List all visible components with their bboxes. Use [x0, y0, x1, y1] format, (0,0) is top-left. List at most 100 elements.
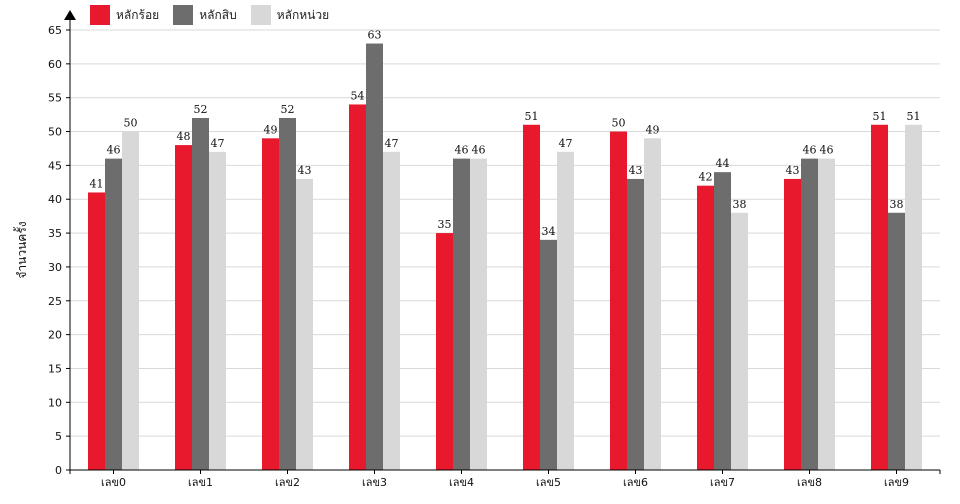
bar[interactable]: [523, 124, 540, 471]
data-label: 41: [90, 177, 104, 190]
data-label: 38: [733, 198, 747, 211]
y-tick-label: 60: [48, 58, 62, 71]
bar[interactable]: [610, 131, 627, 471]
data-label: 43: [298, 164, 312, 177]
data-label: 43: [629, 164, 643, 177]
data-label: 48: [177, 130, 191, 143]
data-label: 34: [542, 225, 556, 238]
data-label: 63: [368, 29, 382, 42]
y-axis-arrow-icon: [64, 10, 76, 20]
y-tick-label: 40: [48, 193, 62, 206]
y-tick-label: 20: [48, 329, 62, 342]
data-label: 46: [472, 144, 486, 157]
bar[interactable]: [540, 239, 557, 470]
legend-swatch-units: [250, 5, 271, 25]
data-label: 46: [820, 144, 834, 157]
axis-layer: 0 5 10 15 20 25 30 35 40 45 50 55 60 65 เลข0 เลข1 เลข2 เล…: [48, 10, 941, 489]
x-tick-label: เลข9: [884, 476, 909, 489]
y-tick-label: 10: [48, 396, 62, 409]
data-label: 42: [699, 171, 713, 184]
bar[interactable]: [731, 212, 748, 470]
x-tick-label: เลข0: [101, 476, 126, 489]
bar[interactable]: [871, 124, 888, 471]
legend-item-hundreds[interactable]: หลักร้อย: [90, 5, 159, 25]
bar[interactable]: [175, 145, 192, 471]
bar[interactable]: [470, 158, 487, 470]
legend-label-units: หลักหน่วย: [276, 7, 330, 22]
bar[interactable]: [209, 151, 226, 470]
y-tick-label: 30: [48, 261, 62, 274]
data-label: 49: [264, 123, 278, 136]
bar[interactable]: [453, 158, 470, 470]
data-label: 52: [281, 103, 295, 116]
data-label: 35: [438, 218, 452, 231]
bar[interactable]: [105, 158, 122, 470]
x-tick-label: เลข2: [275, 476, 300, 489]
y-tick-label: 0: [55, 464, 62, 477]
bar[interactable]: [262, 138, 279, 471]
x-tick-label: เลข1: [188, 476, 213, 489]
y-tick-label: 25: [48, 295, 62, 308]
data-label: 52: [194, 103, 208, 116]
data-label: 38: [890, 198, 904, 211]
bar[interactable]: [349, 104, 366, 470]
y-tick-label: 55: [48, 92, 62, 105]
legend-swatch-hundreds: [90, 5, 110, 25]
y-tick-label: 65: [48, 24, 62, 37]
x-tick-label: เลข7: [710, 476, 735, 489]
bar[interactable]: [697, 185, 714, 470]
data-label: 51: [525, 110, 539, 123]
data-label: 47: [385, 137, 399, 150]
x-tick-label: เลข8: [797, 476, 822, 489]
bar[interactable]: [192, 118, 209, 470]
bar[interactable]: [296, 178, 313, 470]
data-label: 50: [124, 117, 138, 130]
data-label: 47: [211, 137, 225, 150]
bar[interactable]: [784, 178, 801, 470]
data-label: 49: [646, 123, 660, 136]
bar[interactable]: [557, 151, 574, 470]
legend: หลักร้อย หลักสิบ หลักหน่วย: [90, 4, 329, 26]
y-tick-label: 45: [48, 159, 62, 172]
x-tick-label: เลข6: [623, 476, 648, 489]
legend-item-units[interactable]: หลักหน่วย: [250, 5, 330, 25]
legend-item-tens[interactable]: หลักสิบ: [173, 5, 237, 25]
bar[interactable]: [818, 158, 835, 470]
data-label: 54: [351, 89, 365, 102]
data-label: 43: [786, 164, 800, 177]
data-label: 44: [716, 157, 730, 170]
bar[interactable]: [627, 178, 644, 470]
y-tick-label: 50: [48, 126, 62, 139]
y-tick-label: 35: [48, 227, 62, 240]
data-label: 51: [907, 110, 921, 123]
bar[interactable]: [714, 172, 731, 470]
bar[interactable]: [905, 124, 922, 471]
bar[interactable]: [366, 43, 383, 471]
y-tick-label: 15: [48, 362, 62, 375]
x-tick-label: เลข5: [536, 476, 561, 489]
legend-label-tens: หลักสิบ: [199, 7, 237, 22]
bar[interactable]: [122, 131, 139, 471]
bars-layer: [88, 43, 922, 471]
data-label: 47: [559, 137, 573, 150]
data-label: 46: [455, 144, 469, 157]
bar[interactable]: [644, 138, 661, 471]
bar[interactable]: [801, 158, 818, 470]
bar[interactable]: [436, 233, 453, 470]
data-label: 46: [803, 144, 817, 157]
y-axis-title: จำนวนครั้ง: [13, 221, 29, 278]
bar[interactable]: [383, 151, 400, 470]
y-tick-label: 5: [55, 430, 62, 443]
data-label: 46: [107, 144, 121, 157]
legend-swatch-tens: [173, 5, 194, 25]
bar[interactable]: [279, 118, 296, 470]
data-label: 50: [612, 117, 626, 130]
x-tick-label: เลข3: [362, 476, 387, 489]
bar[interactable]: [888, 212, 905, 470]
x-tick-label: เลข4: [449, 476, 474, 489]
bar[interactable]: [88, 192, 105, 470]
data-label: 51: [873, 110, 887, 123]
legend-label-hundreds: หลักร้อย: [116, 7, 160, 22]
